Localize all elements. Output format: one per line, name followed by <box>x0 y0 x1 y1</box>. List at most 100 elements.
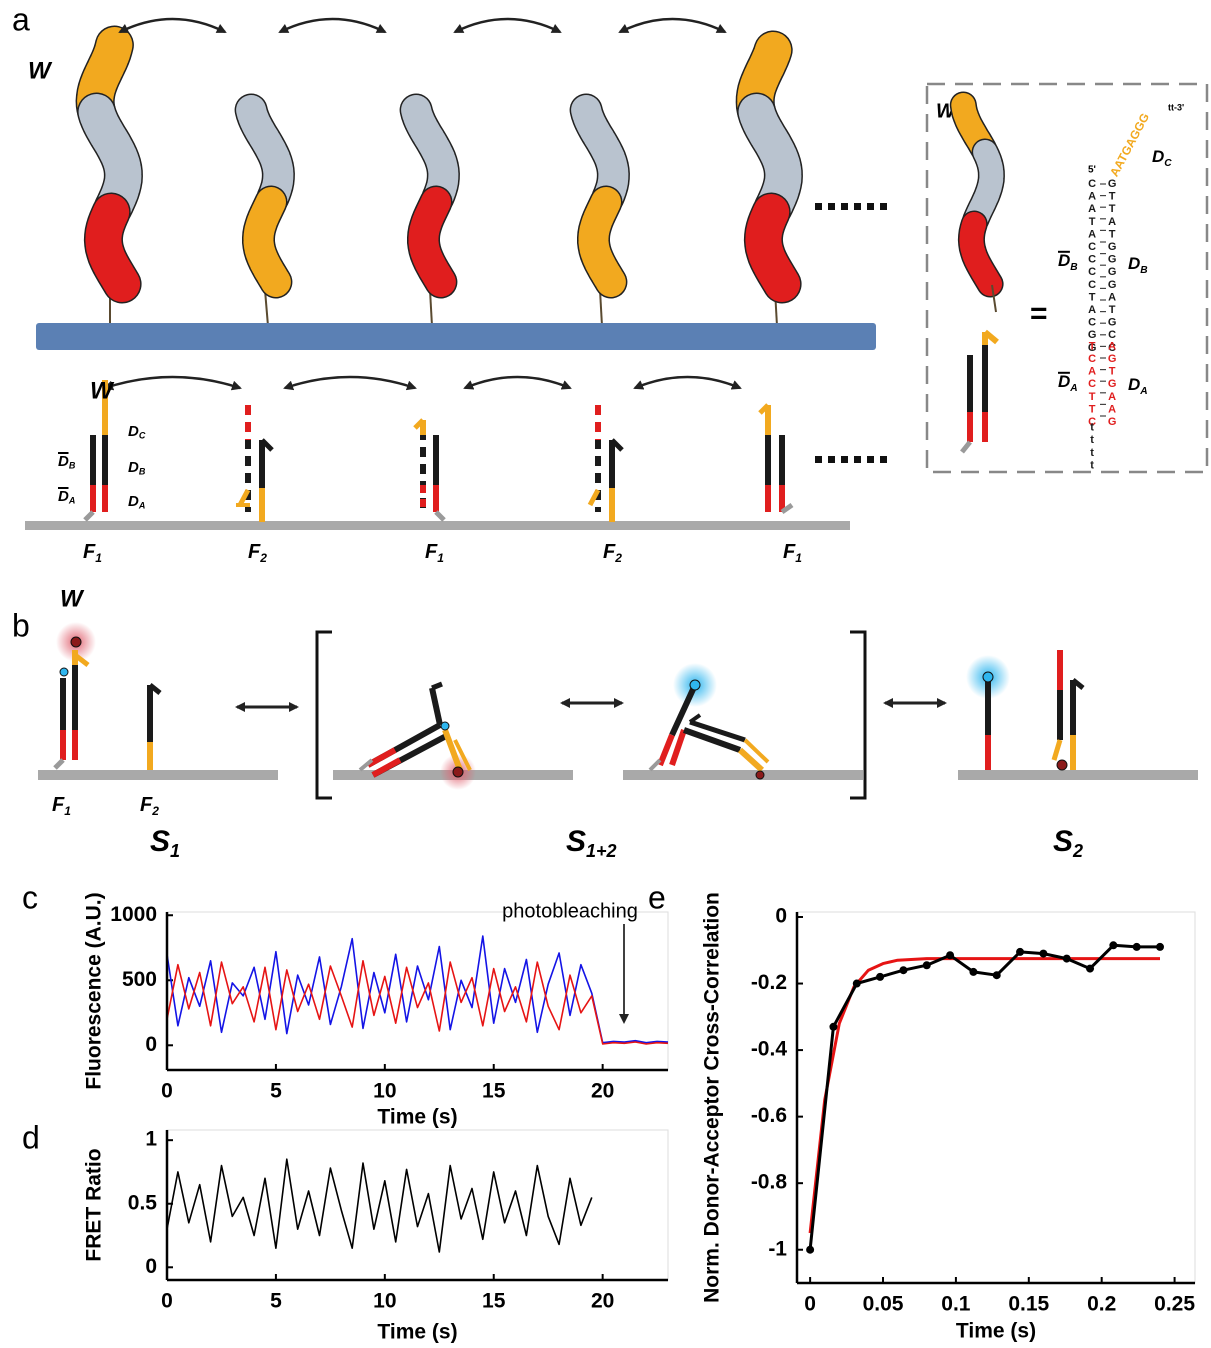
shape <box>358 758 374 772</box>
shape <box>53 758 65 770</box>
shape <box>429 289 433 327</box>
y-tick-label: 0 <box>145 1255 157 1278</box>
label-base: D <box>128 459 139 476</box>
shape <box>442 728 463 772</box>
label-sub: B <box>1140 265 1147 276</box>
sequence: AGTGAAG <box>1106 340 1118 428</box>
panel-label: a <box>12 1 30 37</box>
shape <box>429 687 443 726</box>
x-tick-label: 10 <box>373 1290 396 1313</box>
y-axis-title: Fluorescence (A.U.) <box>83 892 106 1089</box>
label-sub: B <box>139 467 146 477</box>
x-tick-label: 15 <box>482 1080 506 1103</box>
double-arrow <box>103 375 242 391</box>
dye <box>440 721 450 731</box>
panel-label: b <box>12 607 30 643</box>
x-axis-title: Time (s) <box>377 1321 457 1344</box>
label-base: F <box>52 794 65 816</box>
three-prime: tt-3' <box>1168 102 1184 112</box>
shape <box>669 683 698 737</box>
label-sub: A <box>68 496 76 506</box>
label-base: D <box>1128 375 1140 394</box>
point <box>1086 964 1095 973</box>
shape <box>73 653 90 667</box>
shape <box>688 713 702 724</box>
point <box>806 1245 815 1254</box>
ellipsis-dot <box>828 203 835 210</box>
shape <box>960 440 972 454</box>
label-sub: 2 <box>259 551 267 565</box>
panel-label: e <box>648 879 666 915</box>
state-label: S1 <box>150 825 180 861</box>
y-tick-label: 0 <box>775 905 787 928</box>
ellipsis-dot <box>841 456 848 463</box>
label-sub: 1 <box>795 551 802 565</box>
bracket <box>850 630 867 800</box>
double-arrow <box>633 375 742 390</box>
x-tick-label: 0.05 <box>863 1293 904 1316</box>
y-tick-label: -0.6 <box>751 1104 787 1127</box>
label-base: D <box>128 493 139 510</box>
label-base: D <box>1058 251 1070 270</box>
shape <box>434 510 446 522</box>
helix <box>401 95 459 213</box>
panel-label: d <box>22 1119 40 1155</box>
ellipsis-dot <box>854 203 861 210</box>
x-tick-label: 15 <box>482 1290 506 1313</box>
ellipsis-dot <box>815 456 822 463</box>
label: W <box>60 585 85 612</box>
point <box>1109 941 1118 950</box>
y-tick-label: 1 <box>145 1128 157 1151</box>
y-tick-label: 1000 <box>110 903 157 926</box>
inset-box <box>925 82 1209 474</box>
x-tick-label: 20 <box>591 1080 614 1103</box>
point <box>876 972 885 981</box>
helix <box>78 94 142 226</box>
label-sub: 2 <box>151 804 159 818</box>
point <box>1156 942 1165 951</box>
state-label: S2 <box>1053 825 1083 861</box>
double-arrow <box>118 17 227 34</box>
label-base: F <box>783 541 796 563</box>
label-base: D <box>58 488 69 505</box>
plot-box <box>796 911 1196 1284</box>
dye <box>59 667 69 677</box>
foothold-label: F2 <box>603 541 622 565</box>
foothold-label: F1 <box>425 541 444 565</box>
ellipsis-dot <box>867 456 874 463</box>
shape <box>83 510 95 522</box>
shape <box>1051 739 1063 761</box>
ellipsis-dot <box>815 203 822 210</box>
shape <box>648 758 662 772</box>
shape <box>148 683 162 695</box>
shape <box>689 719 746 743</box>
label-base: S <box>566 825 586 858</box>
foothold-label: F2 <box>140 794 159 818</box>
shape <box>366 747 397 768</box>
overhang: AATGAGGG <box>1107 111 1152 179</box>
helix <box>85 194 141 302</box>
sequence: tttt <box>1086 422 1098 472</box>
point <box>852 979 861 988</box>
dye <box>755 770 765 780</box>
plot-box <box>166 1129 669 1281</box>
y-tick-label: -0.4 <box>751 1038 788 1061</box>
ellipsis-dot <box>841 203 848 210</box>
inset-label: DB <box>1128 254 1148 275</box>
x-tick-label: 5 <box>270 1080 282 1103</box>
y-tick-label: -0.8 <box>751 1171 788 1194</box>
helix <box>236 95 294 213</box>
surface <box>38 770 278 780</box>
shape <box>413 418 425 430</box>
y-axis-title: Norm. Donor-Acceptor Cross-Correlation <box>701 892 724 1303</box>
double-arrow <box>453 17 562 34</box>
label-sub: 2 <box>614 551 622 565</box>
shape <box>264 289 269 327</box>
state-label: S1+2 <box>566 825 617 861</box>
shape <box>371 757 402 778</box>
helix <box>959 212 1003 296</box>
x-axis-title: Time (s) <box>956 1320 1036 1343</box>
helix <box>571 95 629 213</box>
x-tick-label: 0 <box>804 1293 816 1316</box>
